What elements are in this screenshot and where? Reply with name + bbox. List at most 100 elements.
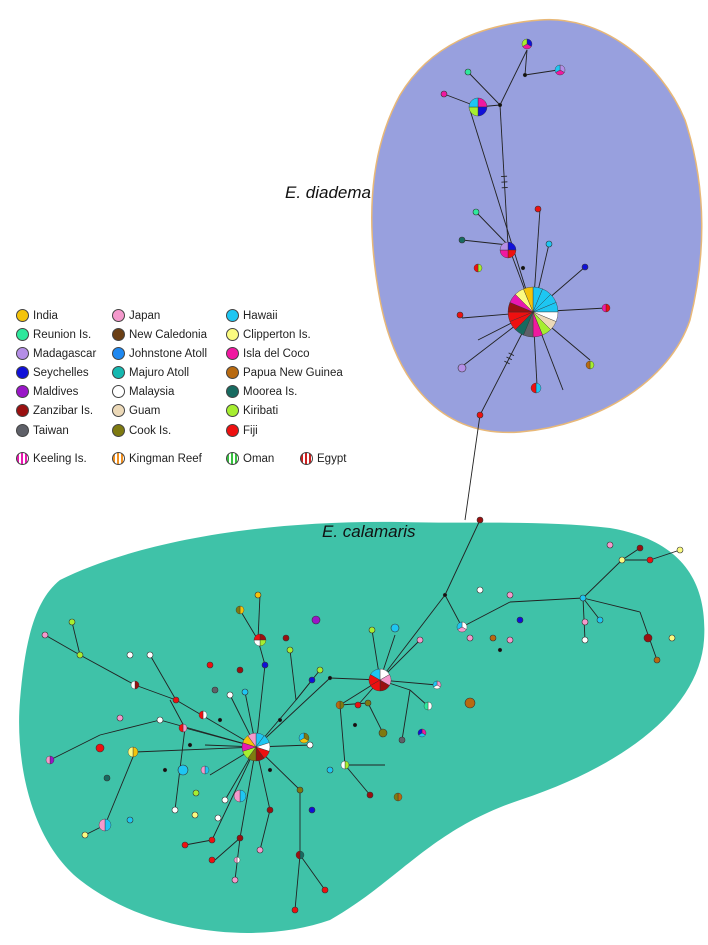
haplotype-node bbox=[187, 742, 193, 748]
haplotype-node bbox=[76, 651, 84, 659]
haplotype-node bbox=[476, 411, 484, 419]
network-edge bbox=[294, 854, 301, 911]
haplotype-node bbox=[321, 886, 329, 894]
haplotype-node bbox=[126, 651, 134, 659]
haplotype-node bbox=[366, 791, 374, 799]
haplotype-node bbox=[364, 699, 372, 707]
haplotype-node bbox=[581, 263, 589, 271]
network-edge bbox=[461, 601, 511, 628]
haplotype-node bbox=[423, 701, 433, 711]
network-edge bbox=[134, 746, 257, 753]
network-edge bbox=[79, 654, 136, 686]
network-edge bbox=[134, 684, 177, 701]
haplotype-node bbox=[233, 856, 241, 864]
haplotype-node bbox=[458, 236, 466, 244]
network-edge bbox=[257, 594, 261, 641]
haplotype-node bbox=[178, 723, 188, 733]
network-edge bbox=[339, 704, 346, 766]
network-edge bbox=[211, 746, 257, 841]
haplotype-node bbox=[596, 616, 604, 624]
haplotype-node bbox=[241, 732, 271, 762]
network-edge bbox=[149, 654, 177, 701]
haplotype-node bbox=[534, 205, 542, 213]
haplotype-node bbox=[241, 688, 249, 696]
haplotype-node bbox=[236, 666, 244, 674]
network-edge bbox=[444, 594, 463, 628]
network-edge bbox=[299, 854, 326, 891]
haplotype-node bbox=[636, 544, 644, 552]
haplotype-node bbox=[432, 680, 442, 690]
haplotype-node bbox=[98, 818, 112, 832]
haplotype-node bbox=[306, 741, 314, 749]
network-edge bbox=[367, 702, 384, 734]
haplotype-node bbox=[45, 755, 55, 765]
haplotype-node bbox=[156, 716, 164, 724]
haplotype-node bbox=[277, 717, 283, 723]
haplotype-node bbox=[296, 786, 304, 794]
haplotype-node bbox=[126, 816, 134, 824]
haplotype-node bbox=[507, 286, 559, 338]
haplotype-node bbox=[282, 634, 290, 642]
network-edge bbox=[467, 71, 501, 106]
network-edge bbox=[464, 414, 481, 521]
network-edge bbox=[71, 621, 81, 656]
haplotype-node bbox=[172, 696, 180, 704]
haplotype-node bbox=[520, 265, 526, 271]
haplotype-node bbox=[378, 728, 388, 738]
haplotype-node bbox=[456, 621, 468, 633]
haplotype-node bbox=[472, 208, 480, 216]
network-edge bbox=[582, 597, 601, 621]
mutation-tick bbox=[506, 356, 513, 361]
haplotype-node bbox=[354, 701, 362, 709]
haplotype-node bbox=[466, 634, 474, 642]
mutation-tick bbox=[508, 352, 515, 357]
haplotype-node bbox=[497, 647, 503, 653]
haplotype-node bbox=[181, 841, 189, 849]
haplotype-node bbox=[585, 360, 595, 370]
network-edge bbox=[159, 719, 257, 748]
clade-label-calamaris: E. calamaris bbox=[322, 522, 416, 541]
network-edge bbox=[409, 689, 429, 707]
haplotype-node bbox=[579, 594, 587, 602]
haplotype-node bbox=[191, 811, 199, 819]
haplotype-node bbox=[103, 774, 111, 782]
haplotype-node bbox=[340, 760, 350, 770]
haplotype-node bbox=[530, 382, 542, 394]
haplotype-node bbox=[473, 263, 483, 273]
haplotype-node bbox=[416, 636, 424, 644]
haplotype-node bbox=[464, 68, 472, 76]
haplotype-node bbox=[266, 806, 274, 814]
haplotype-node bbox=[581, 618, 589, 626]
haplotype-node bbox=[308, 806, 316, 814]
haplotype-node bbox=[146, 651, 154, 659]
network-edge bbox=[339, 702, 369, 706]
haplotype-node bbox=[327, 675, 333, 681]
haplotype-node bbox=[643, 633, 653, 643]
haplotype-node bbox=[267, 767, 273, 773]
network-edge bbox=[175, 699, 257, 748]
haplotype-node bbox=[464, 697, 476, 709]
haplotype-node bbox=[489, 634, 497, 642]
haplotype-node bbox=[198, 710, 208, 720]
haplotype-node bbox=[456, 311, 464, 319]
haplotype-node bbox=[476, 586, 484, 594]
haplotype-node bbox=[127, 746, 139, 758]
haplotype-node bbox=[286, 646, 294, 654]
haplotype-node bbox=[226, 691, 234, 699]
haplotype-node bbox=[457, 363, 467, 373]
haplotype-node bbox=[206, 661, 214, 669]
haplotype-node bbox=[368, 668, 392, 692]
network-nodes bbox=[41, 38, 684, 914]
haplotype-node bbox=[326, 766, 334, 774]
network-edge bbox=[469, 109, 534, 313]
haplotype-node bbox=[116, 714, 124, 722]
haplotype-node bbox=[295, 850, 305, 860]
haplotype-node bbox=[211, 686, 219, 694]
network-edge bbox=[524, 49, 528, 76]
haplotype-node bbox=[476, 516, 484, 524]
haplotype-node bbox=[95, 743, 105, 753]
network-edge bbox=[44, 634, 81, 656]
haplotype-node bbox=[221, 796, 229, 804]
haplotype-node bbox=[162, 767, 168, 773]
haplotype-node bbox=[261, 661, 269, 669]
